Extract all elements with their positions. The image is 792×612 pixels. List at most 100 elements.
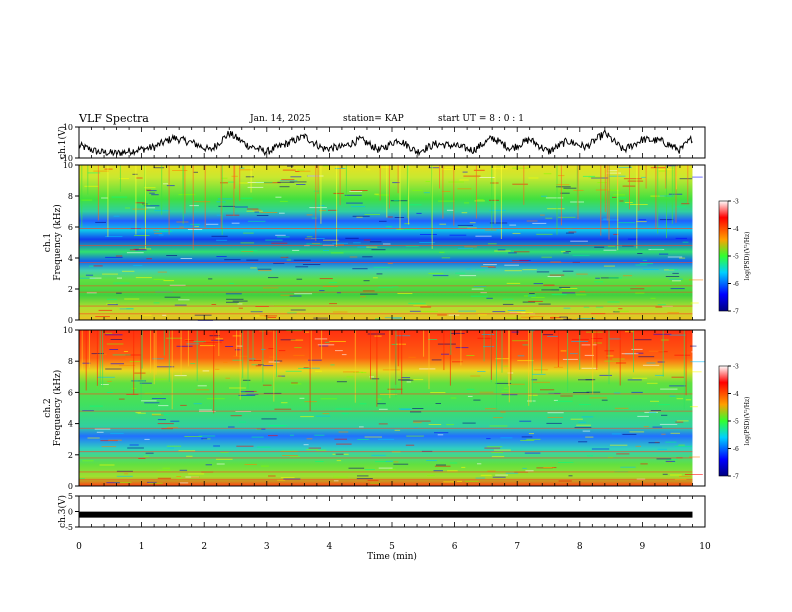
ch1-spectrogram-speckle (441, 190, 451, 192)
ch1-spectrogram-speckle (601, 219, 619, 221)
ch1-spectrogram-colorbar-label-group: log(PSD)(V²/Hz) (744, 232, 751, 281)
ch2-spectrogram-speckle (601, 399, 608, 401)
ch2-spectrogram-streak (309, 330, 311, 412)
ch1-spectrogram-streak (107, 165, 109, 237)
ch1-spectrogram-speckle (390, 200, 408, 202)
ch2-spectrogram-speckle (196, 389, 210, 391)
ch2-spectrogram-speckle (141, 400, 157, 402)
ch2-spectrogram-speckle (548, 392, 561, 394)
ch2-spectrogram-streak (88, 330, 90, 368)
ch2-spectrogram-speckle (486, 446, 503, 448)
ch2-spectrogram-speckle (341, 413, 349, 415)
ch2-spectrogram-speckle (676, 398, 684, 400)
ch2-spectrogram-speckle (525, 470, 534, 472)
ch1-spectrogram-speckle (457, 188, 472, 190)
ch2-spectrogram-speckle (560, 350, 567, 352)
ch2-spectrogram-speckle (145, 452, 154, 454)
ch1-spectrogram-speckle (246, 210, 263, 212)
ch1-spectrogram-speckle (349, 191, 363, 192)
ch1-spectrogram-speckle (93, 265, 103, 267)
ch2-spectrogram-streak (428, 330, 430, 390)
ch2-spectrogram-speckle (135, 412, 141, 414)
ch1-spectrogram-speckle (565, 251, 571, 252)
ch2-spectrogram-speckle (589, 397, 607, 399)
ch1-spectrogram-speckle (458, 226, 468, 228)
ch1-spectrogram-speckle (547, 276, 561, 277)
ch1-spectrogram-speckle (259, 315, 278, 317)
ch3-waveform-ytick-label: 5 (68, 492, 73, 501)
ch2-spectrogram-ytick-label: 0 (68, 482, 73, 491)
ch2-spectrogram-speckle (378, 408, 388, 410)
ch2-spectrogram-speckle (570, 353, 578, 355)
ch2-spectrogram-speckle (152, 358, 164, 360)
ch2-spectrogram-speckle (180, 404, 187, 406)
ch2-spectrogram-speckle (336, 460, 342, 462)
ch2-spectrogram-speckle (290, 339, 304, 341)
ch1-spectrogram-speckle (133, 248, 146, 250)
ch1-spectrogram-speckle (157, 271, 167, 273)
ch2-spectrogram-streak (236, 330, 238, 357)
ch1-spectrogram-speckle (349, 256, 358, 258)
ch2-spectrogram-speckle (593, 342, 602, 344)
ch2-spectrogram-streak (150, 330, 152, 373)
ch2-spectrogram-speckle (166, 445, 182, 447)
ch1-spectrogram-speckle (95, 221, 106, 223)
ch2-spectrogram-streak (579, 330, 581, 370)
ch2-spectrogram-speckle (232, 359, 242, 361)
ch1-spectrogram-speckle (679, 257, 686, 259)
ch1-spectrogram-speckle (216, 256, 227, 257)
ch2-spectrogram-speckle (690, 345, 697, 347)
ch2-spectrogram-speckle (477, 337, 492, 339)
ch1-spectrogram-speckle (353, 242, 361, 244)
ch2-spectrogram-speckle (165, 337, 182, 339)
ch1-spectrogram-speckle (439, 251, 445, 253)
ch1-spectrogram-streak (576, 165, 578, 207)
ch2-spectrogram-speckle (636, 478, 646, 480)
ch2-spectrogram-speckle (638, 356, 655, 358)
chart-title: VLF Spectra (79, 112, 149, 125)
ch1-spectrogram-speckle (104, 168, 113, 170)
ch1-spectrogram-speckle (373, 266, 390, 268)
ch2-spectrogram-speckle (374, 335, 382, 337)
ch1-spectrogram-speckle (323, 165, 329, 167)
ch1-spectrogram-speckle (483, 264, 497, 266)
ch1-spectrogram-speckle (667, 256, 683, 258)
ch1-spectrogram-speckle (622, 185, 636, 187)
ch2-spectrogram-speckle (491, 452, 504, 453)
ch1-spectrogram-speckle (162, 183, 169, 185)
ch1-spectrogram-speckle (153, 230, 160, 232)
ch1-spectrogram-speckle (143, 205, 160, 207)
ch1-spectrogram-ytick-label: 0 (68, 316, 73, 325)
ch2-spectrogram-speckle (646, 362, 656, 364)
ch2-spectrogram-speckle (665, 441, 677, 443)
ch1-spectrogram-speckle (280, 294, 294, 296)
ch2-spectrogram-speckle (306, 438, 313, 440)
ch1-spectrogram-streak (161, 165, 163, 215)
ch1-spectrogram-speckle (461, 212, 468, 214)
ch2-spectrogram-speckle (413, 422, 422, 424)
ch1-spectrogram-speckle (80, 277, 95, 279)
ch1-spectrogram-speckle (538, 303, 551, 305)
ch2-spectrogram-speckle (612, 358, 625, 360)
ch1-spectrogram-speckle (226, 298, 244, 300)
ch2-spectrogram-streak (592, 330, 594, 395)
ch2-spectrogram-speckle (483, 346, 495, 348)
ch2-spectrogram-speckle (394, 429, 401, 431)
ch2-spectrogram-speckle (190, 363, 196, 365)
ch2-spectrogram-speckle (669, 334, 686, 336)
ch1-spectrogram-speckle (618, 222, 636, 224)
ch1-spectrogram-speckle (502, 303, 514, 305)
ch1-spectrogram-speckle (221, 177, 228, 179)
ch2-spectrogram-speckle (371, 378, 380, 380)
ch2-spectrogram-speckle (236, 345, 243, 347)
ch1-spectrogram-speckle (366, 246, 378, 248)
ch2-spectrogram-speckle (430, 392, 446, 393)
ch1-spectrogram-streak (221, 165, 223, 235)
ch1-spectrogram-streak (617, 165, 619, 251)
ch2-spectrogram-streak (449, 330, 451, 386)
ch2-spectrogram-speckle (274, 408, 292, 410)
ch2-spectrogram-speckle (500, 411, 506, 413)
ch2-spectrogram-speckle (158, 405, 169, 407)
ch1-spectrogram-speckle (419, 242, 435, 243)
ch2-spectrogram-streak (376, 330, 378, 407)
